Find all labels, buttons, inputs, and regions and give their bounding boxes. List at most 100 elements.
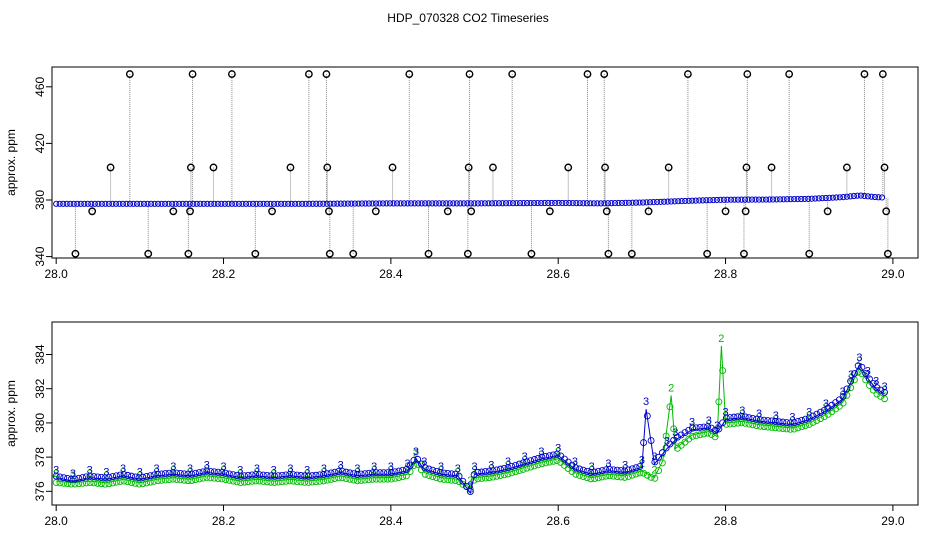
bottom-series-2-label: 2	[672, 436, 678, 448]
top-panel-co2-timeseries: 28.0 28.2 28.4 28.6 28.8 29.0 340 380 420 460 appr…	[4, 66, 919, 281]
top-baseline-point	[211, 200, 218, 207]
bottom-series-3-point	[169, 469, 177, 477]
bottom-series-3-point	[256, 471, 263, 479]
bottom-series-3-point	[64, 474, 71, 482]
bottom-series-3-label: 3	[254, 463, 260, 475]
top-baseline-point	[629, 199, 636, 206]
top-baseline-point	[696, 197, 703, 204]
bottom-series-3-label: 3	[421, 456, 427, 468]
bottom-x-tick-label: 28.0	[45, 514, 69, 528]
bottom-series-3-point	[572, 464, 580, 472]
top-baseline-point	[840, 193, 847, 201]
bottom-series-3-point	[715, 425, 723, 433]
bottom-series-2-point	[662, 432, 670, 440]
top-outlier-point	[664, 163, 673, 172]
bottom-series-3-point	[651, 458, 659, 466]
bottom-series-3-point	[444, 469, 452, 477]
top-baseline-point	[235, 200, 243, 207]
top-outlier-point	[767, 163, 776, 172]
top-baseline-point	[502, 200, 510, 207]
top-baseline-point	[460, 200, 467, 207]
bottom-series-2-label: 2	[773, 413, 779, 425]
top-outlier-point	[602, 207, 611, 216]
top-baseline-point	[580, 200, 587, 207]
bottom-series-3-point	[120, 471, 128, 479]
bottom-series-3-point	[210, 468, 218, 476]
top-outlier-point	[325, 249, 334, 258]
top-baseline-point	[562, 199, 569, 207]
bottom-series-3-point	[327, 469, 335, 477]
bottom-series-3-point	[451, 470, 459, 478]
top-baseline-point	[755, 196, 763, 203]
bottom-series-2-label: 2	[806, 410, 812, 422]
bottom-series-3-point	[233, 472, 241, 479]
top-baseline-point	[415, 200, 422, 207]
bottom-series-2-point	[579, 473, 587, 481]
bottom-series-3-label: 3	[622, 460, 628, 472]
top-baseline-point	[675, 198, 682, 205]
bottom-series-3-point	[613, 466, 621, 474]
top-baseline-point	[678, 197, 685, 205]
top-outlier-point	[600, 70, 609, 78]
bottom-series-3-label: 3	[304, 465, 310, 477]
bottom-series-3-point	[621, 467, 629, 475]
top-baseline-point	[183, 200, 190, 207]
bottom-series-3-point	[207, 467, 215, 475]
bottom-series-3-point	[542, 453, 550, 460]
top-baseline-point	[56, 200, 63, 207]
top-baseline-point	[95, 200, 102, 207]
top-baseline-point	[646, 199, 654, 206]
bottom-series-3-point	[873, 384, 881, 392]
bottom-series-2-point	[670, 425, 678, 433]
bottom-series-3-point	[466, 488, 474, 495]
top-baseline-point	[689, 197, 696, 204]
bottom-series-3-point	[625, 466, 632, 474]
bottom-series-2-label: 2	[354, 466, 360, 478]
top-baseline-point	[362, 200, 369, 207]
top-outlier-point	[322, 70, 331, 78]
bottom-series-3-label: 3	[338, 460, 344, 472]
bottom-series-3-point	[775, 418, 783, 426]
bottom-series-3-point	[421, 464, 429, 472]
bottom-series-3-point	[583, 467, 591, 475]
bottom-y-tick-label: 384	[33, 344, 47, 364]
bottom-series-3-point	[109, 473, 117, 481]
top-x-tick-label: 29.0	[881, 267, 905, 281]
bottom-series-3-point	[161, 470, 169, 477]
bottom-series-3-point	[448, 470, 455, 478]
top-baseline-point	[643, 199, 650, 206]
top-baseline-point	[67, 200, 74, 207]
bottom-series-2-point	[632, 470, 640, 478]
top-baseline-point	[365, 200, 373, 207]
top-baseline-point	[710, 196, 717, 204]
bottom-series-3-point	[289, 471, 297, 479]
top-baseline-point	[397, 200, 404, 207]
top-outlier-point	[304, 70, 313, 78]
top-baseline-point	[467, 200, 474, 207]
bottom-series-2-label: 2	[714, 424, 720, 436]
bottom-series-3-point	[267, 472, 275, 480]
top-baseline-point	[769, 196, 777, 203]
bottom-series-2-label: 2	[505, 460, 511, 472]
bottom-series-3-point	[481, 468, 489, 476]
bottom-series-3-point	[387, 469, 395, 477]
top-baseline-point	[214, 200, 221, 207]
top-baseline-point	[636, 199, 643, 206]
bottom-series-3-point	[512, 461, 519, 469]
top-baseline-point	[843, 193, 850, 200]
top-baseline-point	[471, 200, 478, 207]
bottom-x-tick-label: 29.0	[881, 514, 905, 528]
top-baseline-point	[594, 200, 601, 207]
bottom-series-3: 3 3 3 3 3 3 3 3 3 3 3 3 3 3 3 3 3 3 3 3 3 333 3 333 3 3 3 3 33 3 3 3 333…	[52, 352, 888, 495]
bottom-series-3-point	[301, 472, 309, 480]
top-baseline-point	[443, 200, 450, 207]
bottom-series-2-point	[527, 463, 535, 471]
bottom-series-2-point	[75, 480, 83, 488]
top-baseline-point	[741, 196, 749, 203]
bottom-series-3-point	[417, 460, 425, 468]
bottom-series-3-label: 3	[773, 410, 779, 422]
top-baseline-point	[509, 200, 517, 207]
top-baseline-point	[53, 200, 60, 207]
bottom-series-3-label: 3	[722, 406, 728, 418]
